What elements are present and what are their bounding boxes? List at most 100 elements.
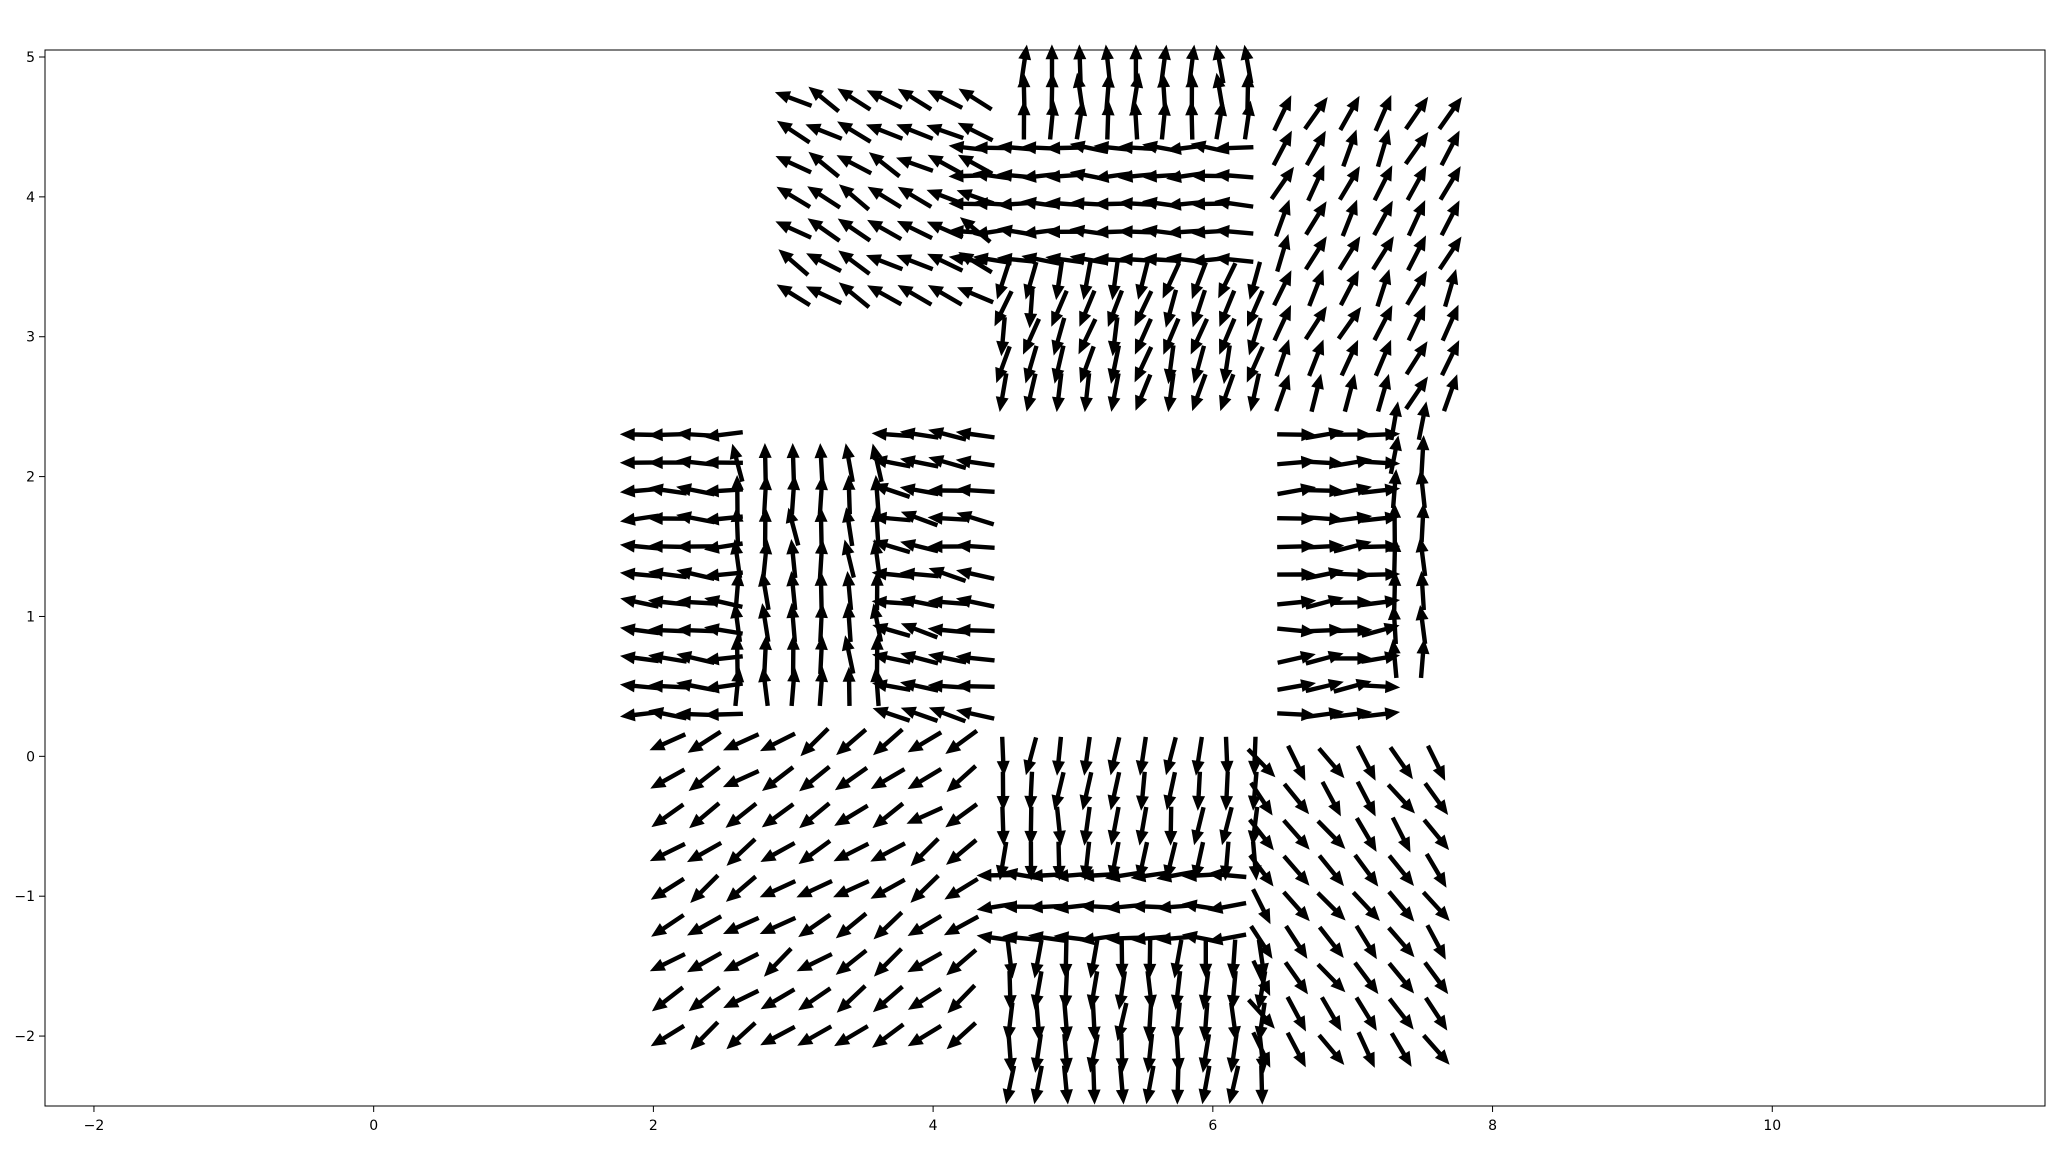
quiver-arrow bbox=[1371, 236, 1394, 271]
quiver-arrow bbox=[806, 253, 842, 273]
quiver-arrow bbox=[1079, 736, 1093, 776]
quiver-arrow bbox=[1440, 304, 1459, 342]
quiver-arrow bbox=[1439, 130, 1460, 167]
quiver-arrow bbox=[1017, 100, 1031, 140]
quiver-arrow bbox=[1023, 736, 1039, 776]
quiver-arrow bbox=[1423, 961, 1449, 995]
quiver-arrow bbox=[838, 250, 871, 276]
quiver-arrow bbox=[1191, 345, 1207, 384]
quiver-arrow bbox=[758, 443, 772, 483]
quiver-arrow bbox=[1079, 932, 1119, 946]
quiver-arrow bbox=[1404, 341, 1428, 376]
quiver-arrow bbox=[1045, 72, 1059, 112]
quiver-arrow bbox=[1305, 650, 1344, 666]
quiver-arrow bbox=[899, 595, 939, 609]
quiver-arrow bbox=[995, 345, 1012, 384]
quiver-arrow bbox=[1305, 679, 1344, 694]
quiver-arrow bbox=[899, 483, 939, 497]
quiver-arrow bbox=[1156, 869, 1196, 883]
quiver-arrow bbox=[1251, 888, 1271, 925]
quiver-arrow bbox=[837, 88, 872, 112]
quiver-arrow bbox=[1317, 854, 1344, 887]
quiver-arrow bbox=[946, 948, 978, 976]
quiver-arrow bbox=[1251, 1031, 1271, 1068]
quiver-arrow bbox=[650, 767, 686, 789]
quiver-arrow bbox=[1438, 166, 1461, 201]
quiver-arrow bbox=[787, 475, 801, 515]
quiver-arrow bbox=[648, 567, 688, 581]
quiver-arrow bbox=[703, 428, 743, 442]
quiver-arrow bbox=[1249, 781, 1273, 816]
quiver-arrow bbox=[776, 120, 811, 145]
quiver-arrow bbox=[976, 868, 1016, 882]
quiver-arrow bbox=[1387, 961, 1415, 994]
quiver-arrow bbox=[926, 189, 964, 206]
y-tick-label: 0 bbox=[26, 749, 35, 765]
quiver-arrow bbox=[1190, 197, 1230, 211]
quiver-arrow bbox=[675, 427, 715, 441]
quiver-arrow bbox=[1214, 141, 1254, 155]
quiver-arrow bbox=[805, 123, 843, 141]
x-tick-label: 4 bbox=[929, 1118, 938, 1134]
quiver-arrow bbox=[1134, 318, 1153, 355]
quiver-arrow bbox=[1117, 225, 1157, 239]
quiver-arrow bbox=[1052, 841, 1066, 881]
quiver-arrow bbox=[1021, 252, 1061, 266]
quiver-arrow bbox=[687, 914, 723, 936]
quiver-arrow bbox=[703, 484, 743, 498]
quiver-arrow bbox=[687, 951, 723, 973]
quiver-arrow bbox=[762, 765, 795, 791]
quiver-arrow bbox=[1053, 806, 1066, 846]
quiver-arrow bbox=[1353, 853, 1379, 887]
quiver-arrow bbox=[1107, 317, 1121, 357]
quiver-arrow bbox=[1307, 269, 1325, 307]
quiver-arrow bbox=[866, 90, 903, 110]
quiver-arrow bbox=[650, 876, 686, 900]
quiver-arrow bbox=[703, 652, 743, 666]
quiver-arrow bbox=[1416, 638, 1430, 679]
quiver-arrow bbox=[927, 540, 967, 554]
quiver-arrow bbox=[907, 987, 943, 1010]
quiver-arrow bbox=[1219, 317, 1237, 355]
quiver-arrow bbox=[1305, 427, 1344, 441]
quiver-arrow bbox=[1375, 129, 1391, 168]
quiver-arrow bbox=[1356, 1031, 1375, 1068]
quiver-arrow bbox=[651, 985, 685, 1012]
quiver-arrow bbox=[722, 769, 760, 788]
quiver-arrow bbox=[1170, 939, 1184, 979]
quiver-arrow bbox=[928, 455, 967, 471]
quiver-arrow bbox=[834, 766, 869, 791]
quiver-arrow bbox=[726, 837, 757, 866]
quiver-arrow bbox=[1142, 1033, 1156, 1073]
quiver-arrow bbox=[1218, 262, 1238, 299]
quiver-arrow bbox=[1190, 169, 1230, 183]
quiver-arrow bbox=[1274, 374, 1291, 412]
quiver-arrow bbox=[1023, 261, 1039, 300]
quiver-arrow bbox=[1021, 196, 1061, 210]
quiver-arrow bbox=[873, 947, 903, 977]
quiver-arrow bbox=[842, 443, 855, 483]
quiver-arrow bbox=[927, 90, 964, 110]
quiver-arrow bbox=[1361, 567, 1401, 581]
quiver-arrow bbox=[976, 901, 1016, 914]
quiver-arrow bbox=[1086, 970, 1100, 1010]
quiver-arrow bbox=[871, 427, 911, 441]
quiver-arrow bbox=[1361, 622, 1400, 638]
quiver-arrow bbox=[1104, 900, 1144, 914]
quiver-arrow bbox=[649, 952, 686, 972]
quiver-arrow bbox=[776, 284, 811, 307]
quiver-arrow bbox=[730, 634, 744, 674]
quiver-arrow bbox=[798, 912, 832, 938]
quiver-arrow bbox=[759, 475, 772, 515]
quiver-arrow bbox=[730, 507, 744, 547]
quiver-arrow bbox=[1249, 924, 1273, 959]
quiver-arrow bbox=[1355, 744, 1376, 781]
quiver-arrow bbox=[1282, 782, 1310, 815]
quiver-arrow bbox=[1073, 44, 1087, 84]
x-axis: −2 0 2 4 6 8 10 bbox=[84, 1106, 1781, 1134]
quiver-arrow bbox=[1207, 868, 1247, 882]
quiver-arrow bbox=[1386, 783, 1415, 814]
quiver-arrow bbox=[1018, 44, 1032, 84]
y-tick-label: −1 bbox=[14, 889, 35, 905]
quiver-arrow bbox=[1219, 806, 1234, 846]
